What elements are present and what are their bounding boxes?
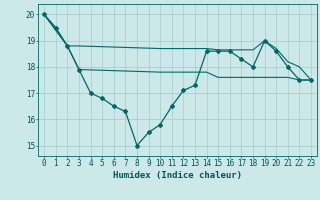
X-axis label: Humidex (Indice chaleur): Humidex (Indice chaleur)	[113, 171, 242, 180]
